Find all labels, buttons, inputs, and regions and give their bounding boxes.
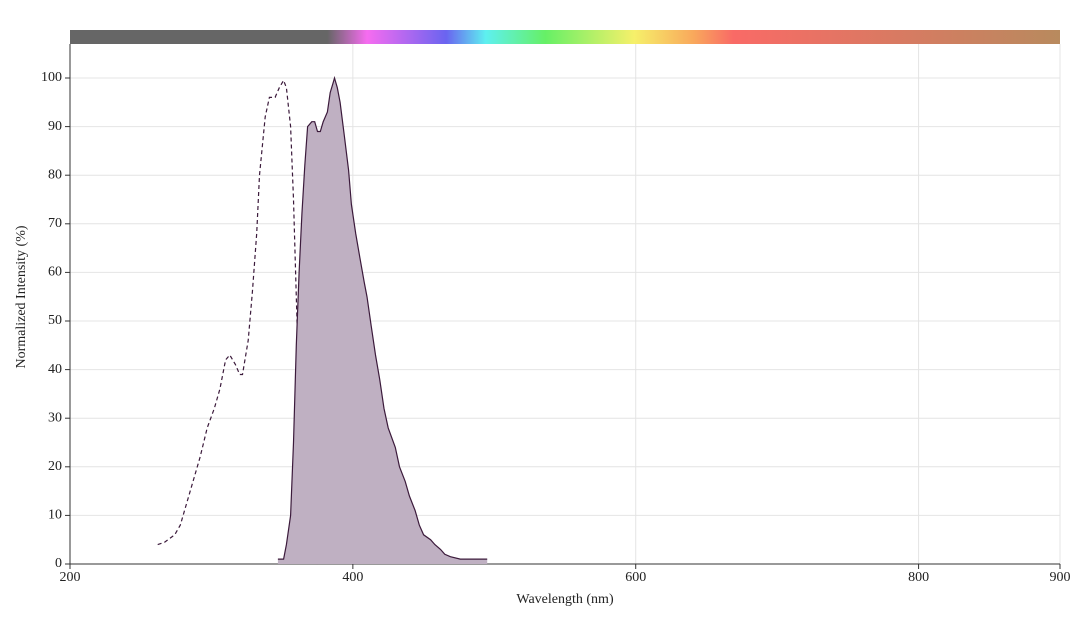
x-tick-label: 600 xyxy=(625,570,646,585)
y-tick-label: 20 xyxy=(48,459,62,474)
y-tick-label: 50 xyxy=(48,313,62,328)
y-tick-label: 30 xyxy=(48,410,62,425)
y-tick-label: 80 xyxy=(48,167,62,182)
y-tick-label: 70 xyxy=(48,216,62,231)
y-tick-label: 60 xyxy=(48,265,62,280)
y-tick-label: 100 xyxy=(41,70,62,85)
y-axis-label: Normalized Intensity (%) xyxy=(14,225,29,368)
x-tick-label: 400 xyxy=(342,570,363,585)
y-tick-label: 0 xyxy=(55,556,62,571)
line xyxy=(277,75,488,560)
x-axis-label: Wavelength (nm) xyxy=(516,592,614,607)
spectrum-bar xyxy=(70,30,1060,44)
y-tick-label: 40 xyxy=(48,362,62,377)
area xyxy=(277,78,488,564)
x-tick-label: 900 xyxy=(1050,570,1071,585)
y-tick-label: 90 xyxy=(48,119,62,134)
y-tick-label: 10 xyxy=(48,508,62,523)
x-tick-label: 800 xyxy=(908,570,929,585)
x-tick-label: 200 xyxy=(60,570,81,585)
